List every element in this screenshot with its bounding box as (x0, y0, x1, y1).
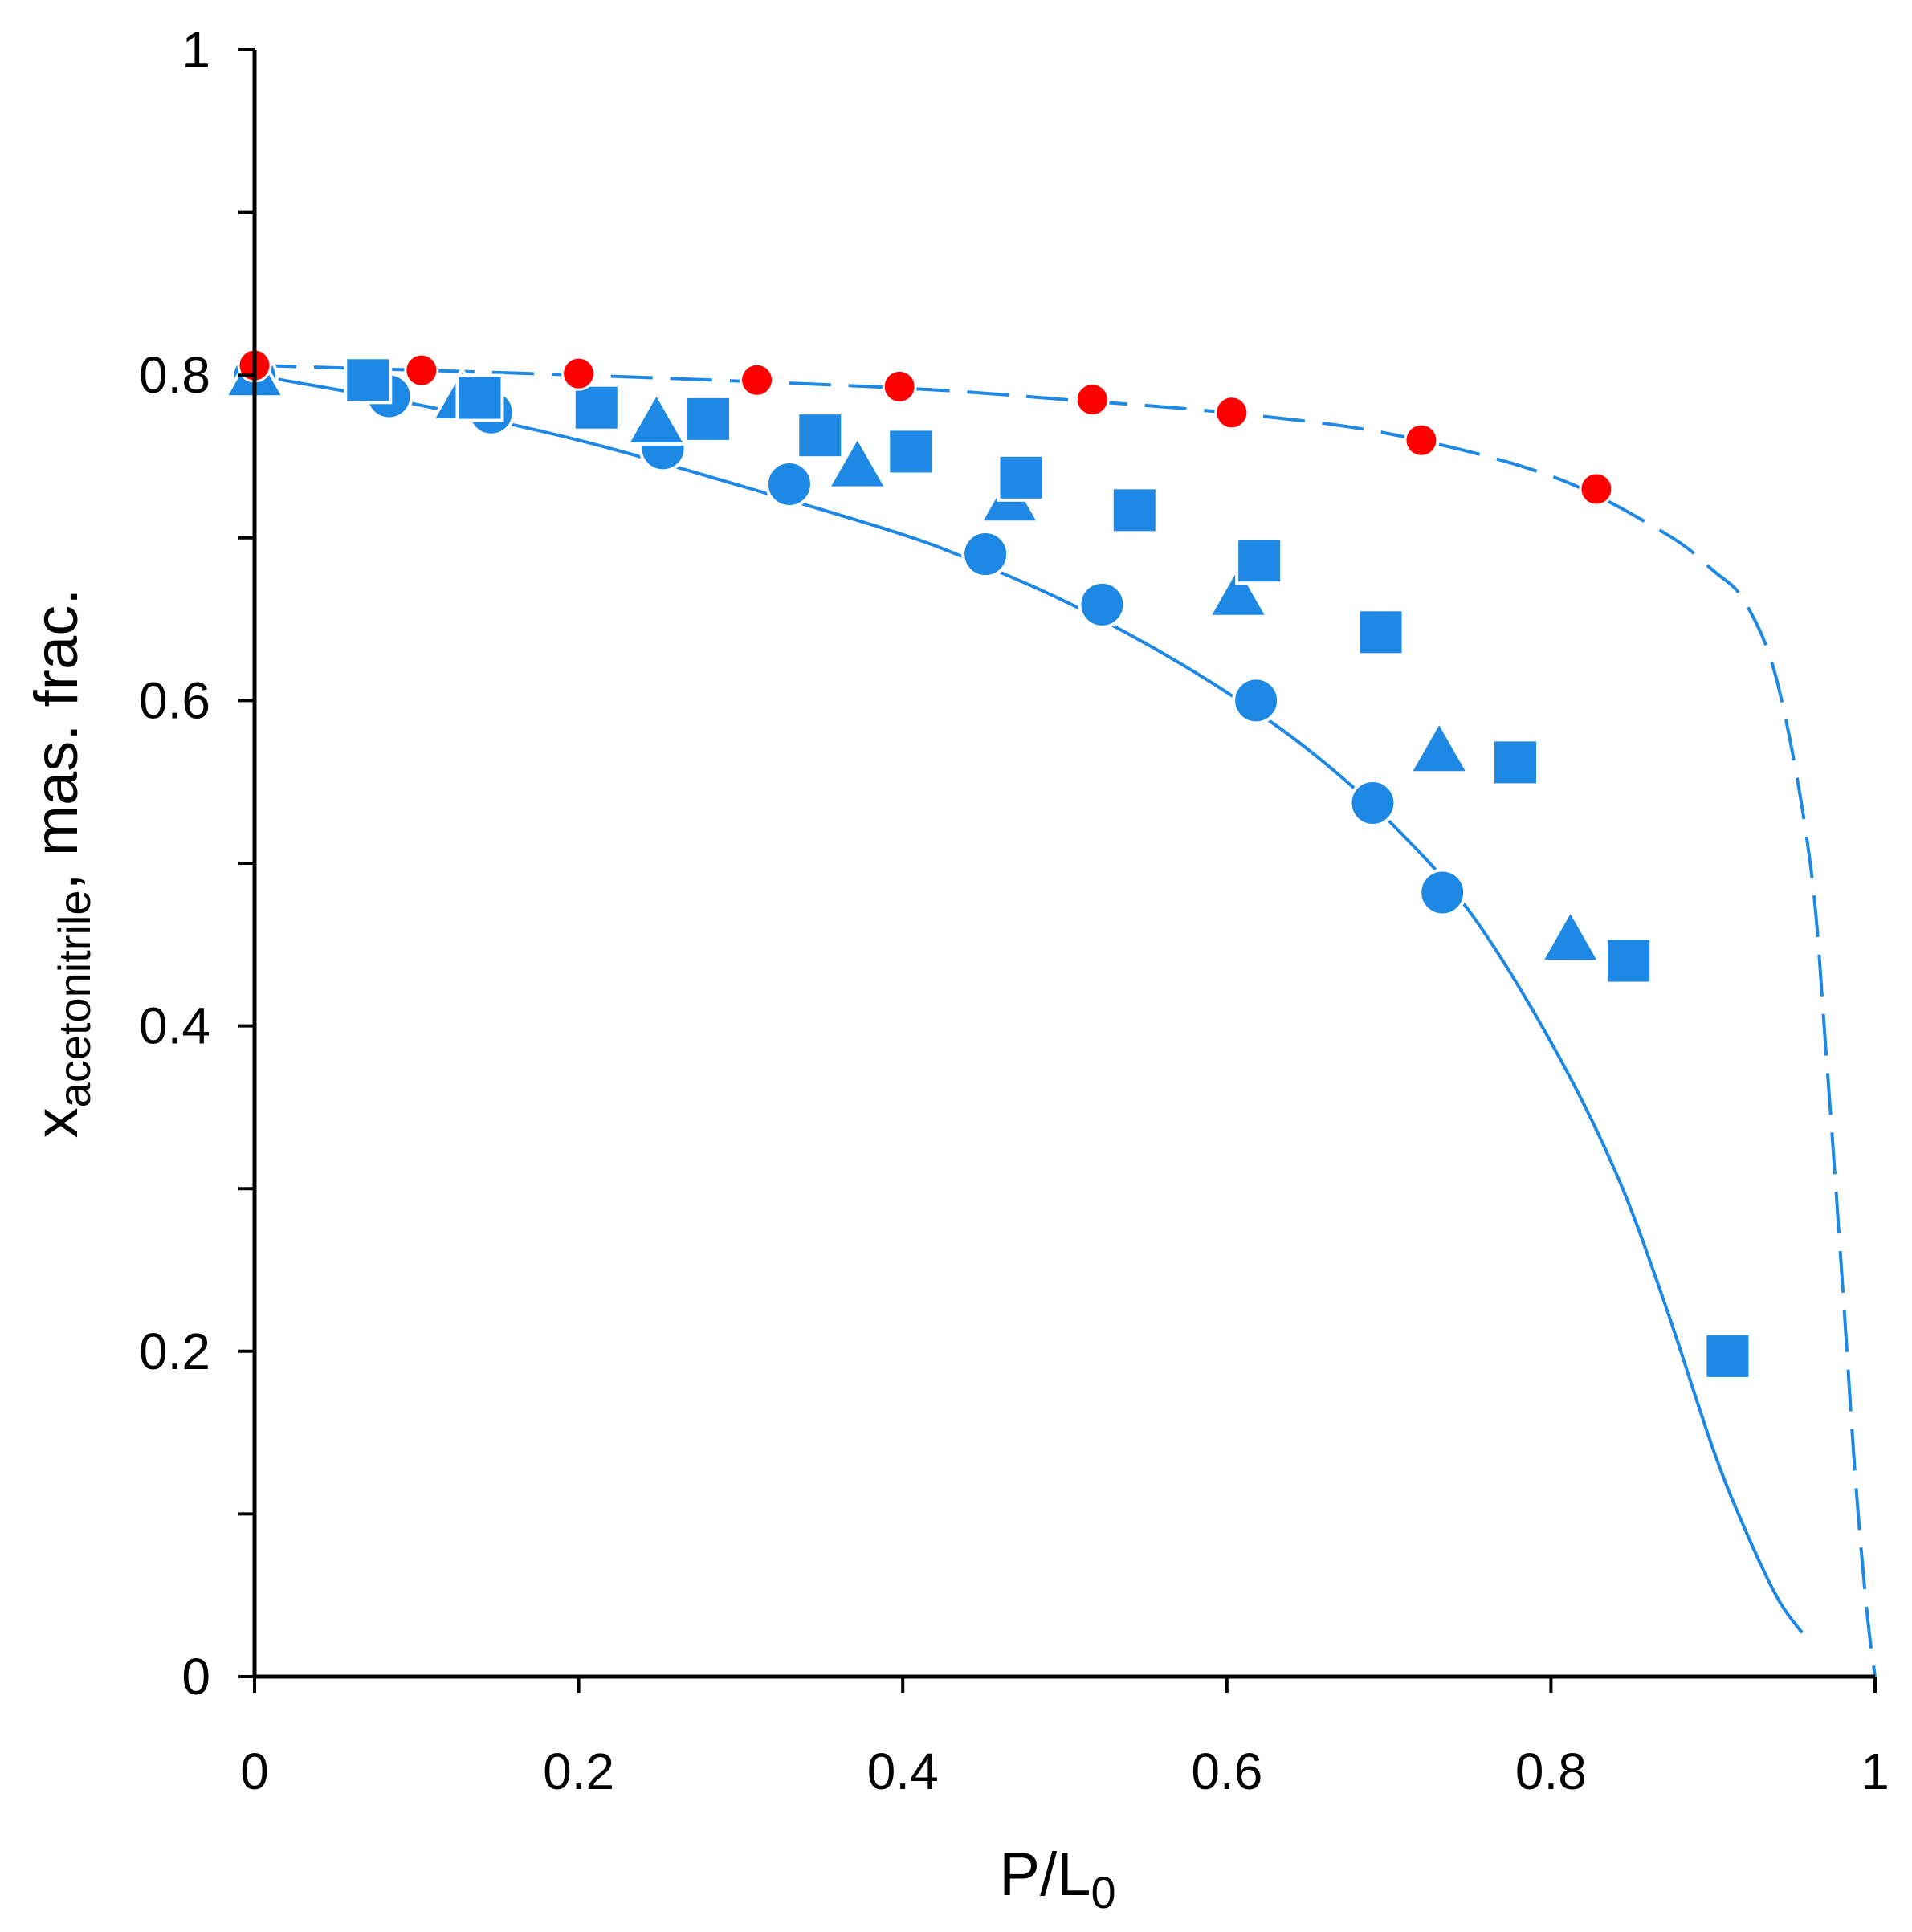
x-tick-label: 1 (1861, 1742, 1890, 1800)
blue-circle-point (764, 459, 813, 508)
y-tick-label: 1 (181, 21, 210, 79)
curves-layer (254, 364, 1877, 1677)
red-circle-point (882, 369, 917, 404)
x-tick-label: 0 (240, 1742, 269, 1800)
blue-square-point (684, 394, 733, 443)
blue-circle-point (1232, 676, 1281, 725)
x-axis-title-main: P/L (999, 1840, 1091, 1909)
blue-square-point (572, 383, 621, 432)
red-circle-point (561, 356, 597, 391)
markers-layer (224, 344, 1752, 1380)
blue-triangle-point (1409, 720, 1470, 775)
y-tick-label: 0.8 (139, 346, 210, 404)
y-axis-title-main: x (22, 1107, 91, 1138)
red-circle-point (1404, 422, 1439, 458)
red-circle-point (1074, 382, 1110, 418)
x-ticks: 0 0.2 0.4 0.6 0.8 1 (240, 1677, 1890, 1800)
blue-square-point (1356, 608, 1405, 657)
blue-square-point (1235, 536, 1284, 585)
y-tick-label: 0.4 (139, 997, 210, 1055)
y-tick-label: 0 (181, 1648, 210, 1706)
x-axis-title: P/L0 (999, 1840, 1115, 1918)
blue-square-point (1604, 936, 1653, 985)
blue-circle-point (1348, 779, 1397, 828)
blue-circle-point (961, 530, 1010, 579)
x-tick-label: 0.8 (1515, 1742, 1587, 1800)
blue-square-point (344, 356, 393, 405)
blue-triangle-point (1207, 564, 1269, 618)
blue-square-point (1110, 486, 1159, 535)
x-tick-label: 0.6 (1191, 1742, 1262, 1800)
blue-square-point (455, 373, 504, 422)
y-tick-label: 0.2 (139, 1323, 210, 1380)
solid-model-curve (254, 373, 1804, 1634)
red-circle-point (404, 353, 439, 388)
x-tick-label: 0.4 (867, 1742, 939, 1800)
blue-triangle-point (1539, 909, 1601, 964)
y-ticks: 0 0.2 0.4 0.6 0.8 1 (139, 21, 255, 1706)
blue-triangle-point (826, 435, 888, 490)
dashed-model-curve (254, 364, 1877, 1677)
blue-square-point (1491, 738, 1540, 787)
blue-square-point (887, 427, 936, 476)
y-tick-label: 0.6 (139, 671, 210, 729)
red-circle-point (1214, 395, 1250, 430)
blue-triangle-point (626, 391, 687, 446)
blue-circle-point (1418, 868, 1467, 917)
red-circle-point (740, 362, 775, 397)
blue-square-point (796, 411, 845, 460)
blue-circle-point (1078, 580, 1127, 629)
x-axis-title-subscript: 0 (1091, 1867, 1115, 1918)
red-circle-point (1579, 471, 1614, 507)
blue-square-point (1703, 1331, 1752, 1380)
y-axis-title: xacetonitrile, mas. frac. (22, 589, 100, 1139)
y-axis-title-subscript: acetonitrile (49, 891, 100, 1108)
x-tick-label: 0.2 (543, 1742, 614, 1800)
blue-square-point (997, 453, 1046, 502)
y-axis-title-suffix: , mas. frac. (22, 589, 91, 891)
